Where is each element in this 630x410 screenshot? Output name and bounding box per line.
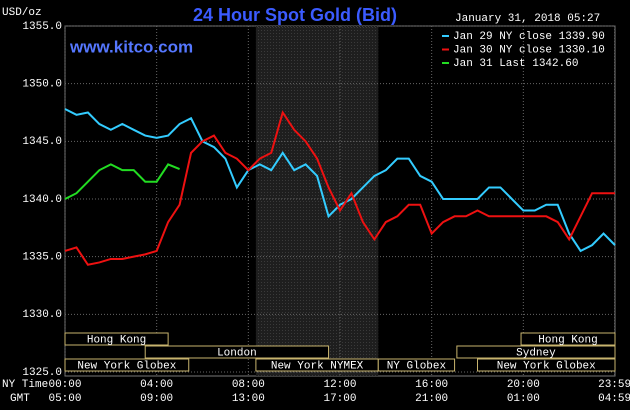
grid — [64, 25, 616, 376]
marks — [64, 108, 616, 266]
session-label: New York Globex — [497, 360, 596, 372]
legend-entry: Jan 30 NY close 1330.10 — [453, 44, 605, 56]
x-tick-label: 16:00 — [415, 379, 448, 391]
session-box — [144, 345, 330, 359]
session-box — [520, 332, 616, 346]
x-axis-label: NY Time — [2, 379, 48, 391]
series-line — [64, 110, 615, 266]
x-tick-label: 00:00 — [48, 379, 81, 391]
session-label: Sydney — [516, 347, 556, 359]
website: www.kitco.com — [69, 37, 193, 56]
session-label: NY Globex — [387, 360, 447, 372]
session-box — [64, 332, 169, 346]
session-box — [64, 358, 190, 372]
gmt-tick-label: 01:00 — [507, 393, 540, 405]
unit-label: USD/oz — [2, 7, 42, 19]
gmt-tick-label: 13:00 — [232, 393, 265, 405]
x-tick-label: 20:00 — [507, 379, 540, 391]
x-tick-label: 08:00 — [232, 379, 265, 391]
series-line — [64, 163, 180, 200]
gmt-tick-label: 05:00 — [48, 393, 81, 405]
session-label: New York NYMEX — [271, 360, 364, 372]
session-box — [477, 358, 616, 372]
session-box — [456, 345, 616, 359]
y-tick-label: 1325.0 — [22, 367, 62, 379]
legend-entry: Jan 29 NY close 1339.90 — [453, 31, 605, 43]
session-box — [377, 358, 456, 372]
y-tick-label: 1355.0 — [22, 21, 62, 33]
y-tick-label: 1330.0 — [22, 309, 62, 321]
gmt-tick-label: 21:00 — [415, 393, 448, 405]
y-tick-label: 1350.0 — [22, 79, 62, 91]
chart-title: 24 Hour Spot Gold (Bid) — [193, 5, 397, 25]
gmt-tick-label: 09:00 — [140, 393, 173, 405]
series-line — [64, 108, 616, 253]
y-tick-label: 1340.0 — [22, 194, 62, 206]
x-tick-label: 12:00 — [323, 379, 356, 391]
shaded-region — [255, 26, 379, 376]
x-tick-label: 04:00 — [140, 379, 173, 391]
y-tick-label: 1335.0 — [22, 252, 62, 264]
session-label: Hong Kong — [538, 334, 597, 346]
y-tick-label: 1345.0 — [22, 136, 62, 148]
timestamp: January 31, 2018 05:27 — [455, 13, 600, 25]
gmt-tick-label: 17:00 — [323, 393, 356, 405]
gmt-tick-label: 04:59 — [598, 393, 630, 405]
session-label: New York Globex — [77, 360, 176, 372]
x2-axis-label: GMT — [10, 393, 30, 405]
legend-entry: Jan 31 Last 1342.60 — [453, 58, 578, 70]
session-label: Hong Kong — [87, 334, 146, 346]
x-tick-label: 23:59 — [598, 379, 630, 391]
session-label: London — [217, 347, 257, 359]
